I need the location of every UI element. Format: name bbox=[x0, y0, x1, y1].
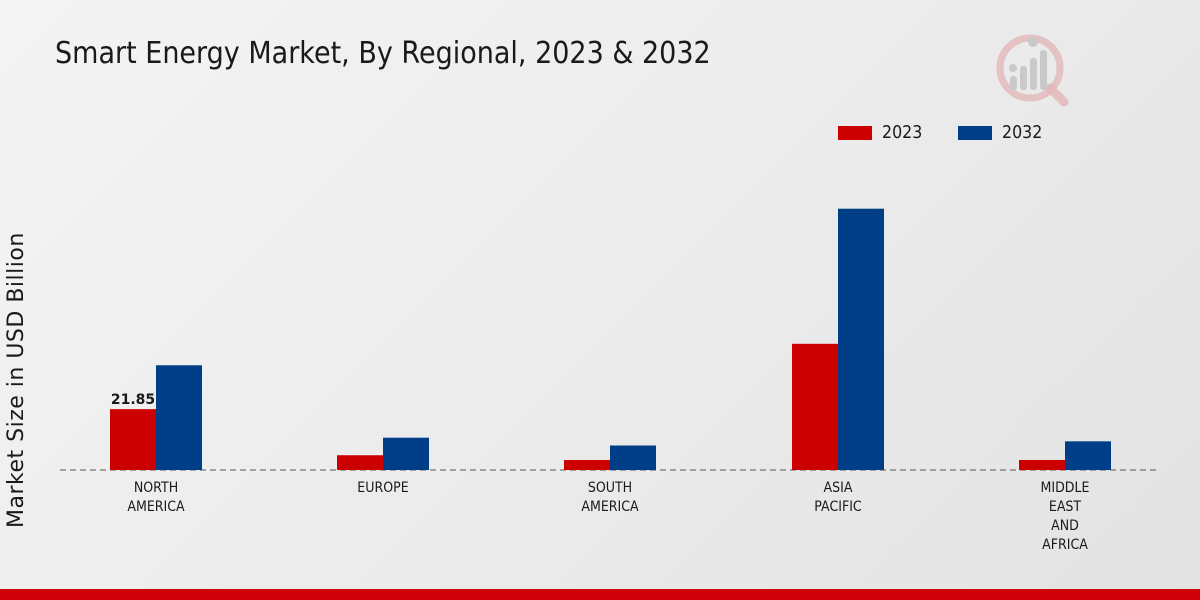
bar-2032-middle-east-and-africa bbox=[1065, 441, 1111, 470]
x-tick-label-line: AMERICA bbox=[581, 499, 639, 515]
x-tick-label-south-america: SOUTH AMERICA bbox=[547, 479, 673, 517]
x-tick-label-line: SOUTH bbox=[587, 480, 633, 496]
chart-title: Smart Energy Market, By Regional, 2023 &… bbox=[55, 36, 711, 71]
x-tick-label-north-america: NORTH AMERICA bbox=[93, 479, 219, 517]
bar-2023-asia-pacific bbox=[792, 343, 838, 470]
x-tick-label-line: AMERICA bbox=[127, 499, 185, 515]
bar-2032-south-america bbox=[610, 445, 656, 470]
x-tick-label-line: EUROPE bbox=[357, 480, 409, 496]
bar-2023-north-america bbox=[110, 409, 156, 470]
brand-logo-icon bbox=[996, 34, 1069, 107]
bar-2032-north-america bbox=[156, 365, 202, 470]
data-label: 21.85 bbox=[111, 392, 155, 408]
legend-swatch-2023 bbox=[838, 126, 872, 140]
x-tick-label-line: AND bbox=[1051, 518, 1079, 534]
bar-2023-europe bbox=[337, 455, 383, 470]
x-tick-label-line: NORTH bbox=[133, 480, 179, 496]
bar-2032-asia-pacific bbox=[838, 208, 884, 470]
x-tick-label-line: AFRICA bbox=[1042, 537, 1088, 553]
x-tick-label-line: ASIA bbox=[823, 480, 853, 496]
x-tick-label-line: PACIFIC bbox=[814, 499, 862, 515]
bar-2032-europe bbox=[383, 437, 429, 470]
x-tick-label-middle-east-and-africa: MIDDLE EAST AND AFRICA bbox=[1002, 479, 1128, 555]
x-tick-label-line: MIDDLE bbox=[1040, 480, 1090, 496]
legend-swatch-2032 bbox=[958, 126, 992, 140]
legend-label-2023: 2023 bbox=[882, 122, 923, 143]
x-tick-label-europe: EUROPE bbox=[320, 479, 446, 498]
x-tick-label-line: EAST bbox=[1048, 499, 1082, 515]
x-tick-label-asia-pacific: ASIA PACIFIC bbox=[775, 479, 901, 517]
bar-2023-south-america bbox=[564, 459, 610, 470]
bottom-accent-bar bbox=[0, 589, 1200, 600]
bar-2023-middle-east-and-africa bbox=[1019, 459, 1065, 470]
legend-label-2032: 2032 bbox=[1002, 122, 1043, 143]
